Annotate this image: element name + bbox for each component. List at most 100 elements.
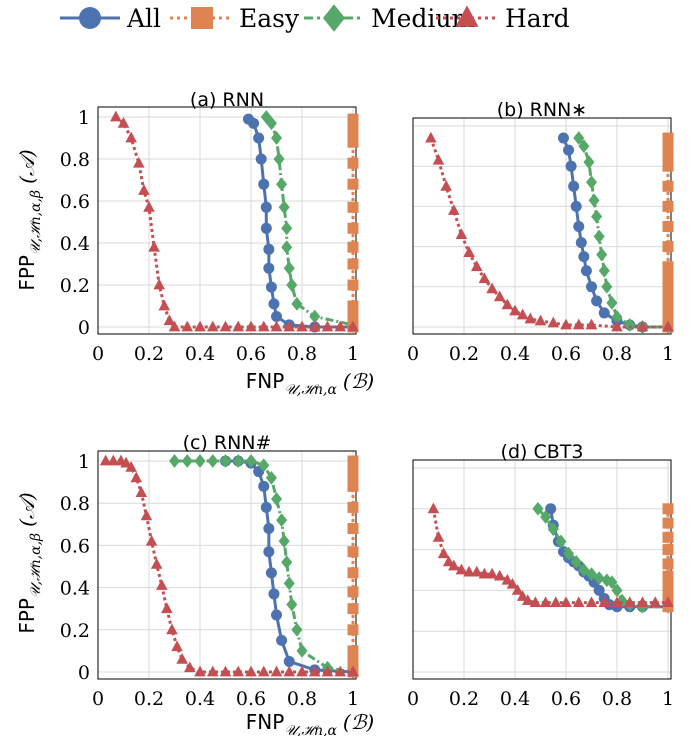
data-point-easy: [348, 656, 359, 667]
data-point-medium: [271, 131, 282, 145]
y-axis-label: FPP𝒰,ℋn,α,β(𝒜): [15, 492, 44, 633]
y-tick-label: 0: [78, 317, 90, 339]
data-point-all: [268, 588, 279, 599]
data-point-medium: [207, 454, 218, 468]
data-point-medium: [220, 454, 231, 468]
data-point-easy: [663, 581, 674, 592]
data-point-hard: [138, 184, 150, 195]
data-point-medium: [583, 155, 594, 169]
x-tick-label: 0.8: [602, 343, 632, 365]
data-point-medium: [601, 280, 612, 294]
x-tick-label: 0.2: [449, 688, 479, 710]
data-point-hard: [433, 154, 445, 165]
x-tick-label: 0.2: [134, 343, 164, 365]
data-point-hard: [133, 157, 145, 168]
data-point-medium: [281, 555, 292, 569]
data-point-easy: [348, 603, 359, 614]
data-point-medium: [286, 278, 297, 292]
data-point-easy: [348, 523, 359, 534]
data-point-medium: [586, 175, 597, 189]
x-tick-label: 0.4: [500, 688, 530, 710]
data-point-all: [276, 635, 287, 646]
data-point-all: [261, 502, 272, 513]
data-point-medium: [599, 264, 610, 278]
data-point-hard: [176, 653, 188, 664]
legend-marker-easy: [191, 7, 213, 29]
data-point-all: [263, 546, 274, 557]
data-point-medium: [291, 623, 302, 637]
x-tick-label: 0.2: [449, 343, 479, 365]
data-point-hard: [161, 602, 173, 613]
data-point-easy: [663, 571, 674, 582]
data-point-easy: [663, 151, 674, 162]
data-point-all: [263, 244, 274, 255]
legend-marker-all: [79, 7, 101, 29]
data-point-medium: [624, 318, 635, 332]
series-line-all: [226, 461, 354, 672]
chart-panel-2: (b) RNN∗0 0.2 0.4 0.6 0.8 1: [407, 99, 674, 365]
legend-label-all: All: [126, 4, 161, 33]
y-tick-label: 1: [78, 451, 90, 473]
data-point-medium: [284, 261, 295, 275]
data-point-easy: [663, 518, 674, 529]
data-point-easy: [348, 158, 359, 169]
x-tick-label: 0: [92, 343, 104, 365]
data-point-medium: [594, 230, 605, 244]
data-point-easy: [348, 280, 359, 291]
data-point-hard: [433, 531, 445, 542]
data-point-easy: [348, 301, 359, 312]
data-point-medium: [271, 492, 282, 506]
y-tick-label: 0.6: [60, 191, 90, 213]
data-point-easy: [348, 311, 359, 322]
y-tick-label: 0.2: [60, 275, 90, 297]
data-point-all: [571, 201, 582, 212]
data-point-hard: [148, 241, 160, 252]
data-point-easy: [348, 624, 359, 635]
data-point-hard: [146, 535, 158, 546]
panel-title: (a) RNN: [190, 89, 264, 111]
legend-marker-medium: [323, 4, 345, 32]
data-point-all: [284, 656, 295, 667]
data-point-hard: [156, 579, 168, 590]
data-point-easy: [663, 161, 674, 172]
plot-frame: [413, 118, 671, 334]
data-point-easy: [348, 546, 359, 557]
data-point-easy: [663, 271, 674, 282]
data-point-all: [568, 181, 579, 192]
data-point-all: [261, 223, 272, 234]
data-point-medium: [279, 534, 290, 548]
x-tick-label: 0.4: [500, 343, 530, 365]
x-tick-label: 0: [92, 688, 104, 710]
data-point-easy: [663, 544, 674, 555]
data-point-all: [599, 307, 610, 318]
plot-area: [100, 454, 359, 679]
y-tick-label: 0.6: [60, 535, 90, 557]
data-point-easy: [348, 502, 359, 513]
data-point-hard: [141, 510, 153, 521]
data-point-all: [558, 133, 569, 144]
data-point-easy: [348, 114, 359, 125]
y-tick-label: 0.8: [60, 493, 90, 515]
data-point-hard: [171, 640, 183, 651]
series-line-all: [248, 119, 353, 327]
data-point-easy: [663, 241, 674, 252]
data-point-easy: [663, 133, 674, 144]
data-point-medium: [281, 221, 292, 235]
data-point-easy: [663, 221, 674, 232]
data-point-medium: [169, 454, 180, 468]
data-point-all: [268, 298, 279, 309]
y-tick-label: 0: [78, 662, 90, 684]
data-point-hard: [130, 472, 142, 483]
data-point-easy: [348, 645, 359, 656]
data-point-easy: [348, 223, 359, 234]
data-point-easy: [663, 301, 674, 312]
x-tick-label: 0.6: [236, 343, 266, 365]
y-tick-label: 0.4: [60, 578, 90, 600]
x-tick-label: 0: [407, 688, 419, 710]
data-point-all: [258, 179, 269, 190]
data-point-medium: [233, 454, 244, 468]
x-tick-label: 1: [347, 688, 359, 710]
data-point-all: [258, 481, 269, 492]
data-point-hard: [547, 317, 559, 328]
data-point-medium: [274, 152, 285, 166]
